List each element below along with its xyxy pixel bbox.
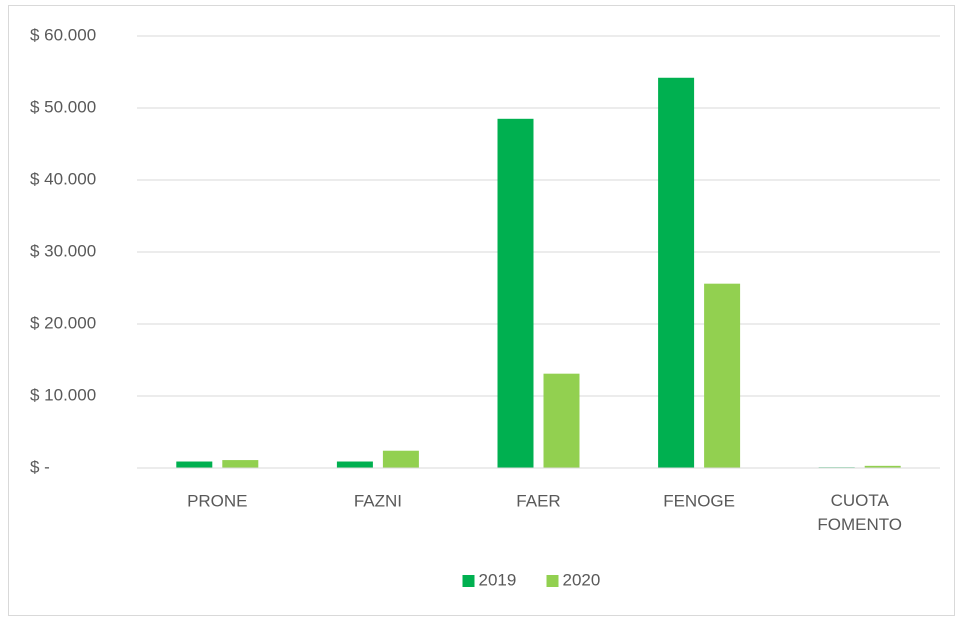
y-tick-label: $ 40.000 bbox=[30, 169, 96, 188]
y-tick-label: $ 30.000 bbox=[30, 241, 96, 260]
bar bbox=[382, 450, 419, 468]
bar bbox=[704, 283, 741, 468]
legend-label: 2020 bbox=[563, 570, 601, 589]
bar bbox=[658, 77, 695, 468]
x-tick-label: FENOGE bbox=[663, 491, 735, 510]
bar bbox=[497, 118, 534, 469]
bar bbox=[336, 461, 373, 468]
y-tick-label: $ - bbox=[30, 457, 50, 476]
y-tick-label: $ 60.000 bbox=[30, 25, 96, 44]
x-tick-label: FAZNI bbox=[354, 491, 402, 510]
x-tick-label: FAER bbox=[516, 491, 560, 510]
bar bbox=[864, 465, 901, 468]
y-tick-label: $ 50.000 bbox=[30, 97, 96, 116]
legend-swatch bbox=[546, 575, 559, 587]
legend-swatch bbox=[462, 575, 475, 587]
legend-label: 2019 bbox=[479, 570, 517, 589]
bar bbox=[222, 460, 259, 468]
bar bbox=[176, 461, 213, 468]
bar bbox=[543, 373, 580, 468]
y-tick-label: $ 20.000 bbox=[30, 313, 96, 332]
x-tick-label: PRONE bbox=[187, 491, 247, 510]
chart-border bbox=[8, 5, 955, 616]
x-tick-label: CUOTA FOMENTO bbox=[817, 491, 902, 534]
y-tick-label: $ 10.000 bbox=[30, 385, 96, 404]
